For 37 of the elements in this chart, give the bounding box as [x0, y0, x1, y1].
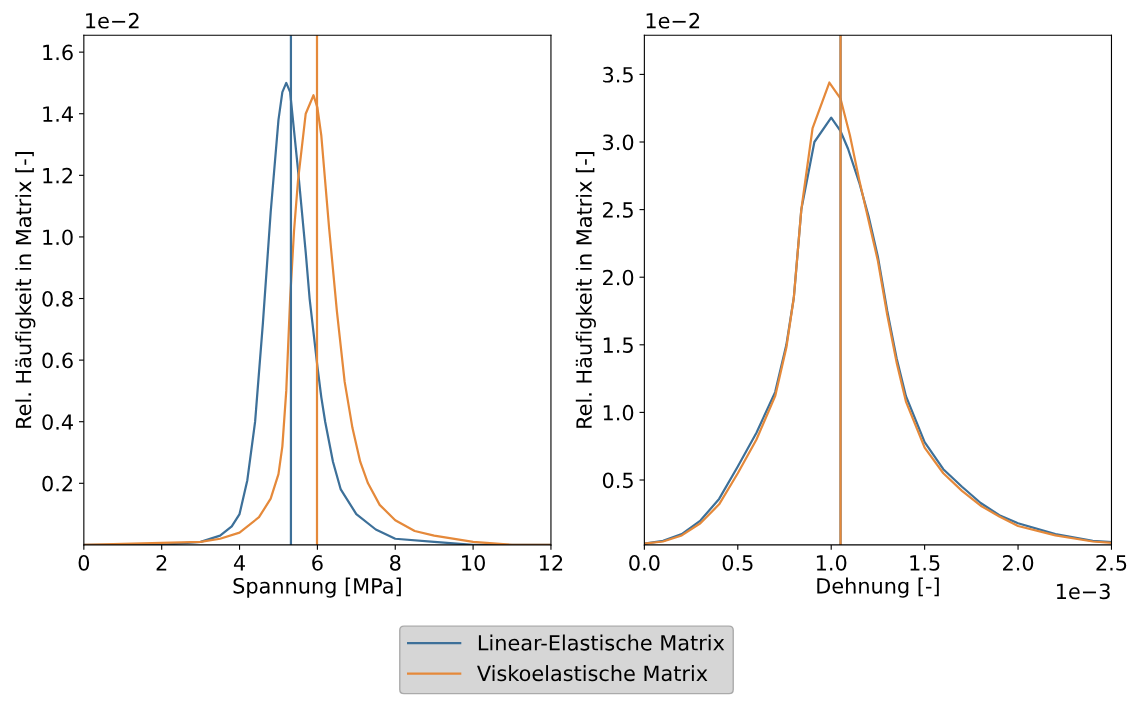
- y-tick-label: 0.8: [42, 290, 73, 307]
- y-tick-label: 2.0: [603, 269, 634, 286]
- x-tick-label: 0.0: [629, 554, 660, 571]
- x-tick-label: 10: [462, 554, 485, 571]
- x-tick-label: 0: [78, 554, 90, 571]
- text: 1e−2: [86, 12, 139, 29]
- y-tick-label: 1.5: [603, 337, 633, 354]
- x-axis-title: Spannung [MPa]: [233, 577, 401, 598]
- y-tick-label: 1.0: [603, 404, 634, 421]
- legend-label: Viskoelastische Matrix: [477, 665, 708, 682]
- x-tick-label: 2.5: [1096, 554, 1127, 571]
- y-tick-label: 1.0: [43, 229, 73, 246]
- x-tick-label: 12: [539, 554, 563, 571]
- x-tick-label: 2.0: [1003, 554, 1034, 571]
- y-axis-title: Rel. Häufigkeit in Matrix [-]: [15, 152, 36, 428]
- x-axis-title: Dehnung [-]: [817, 577, 939, 598]
- x-tick-label: 8: [390, 554, 401, 571]
- x-tick-label: 0.5: [722, 554, 753, 571]
- legend-label: Linear-Elastische Matrix: [478, 634, 725, 651]
- y-tick-label: 1.4: [43, 106, 73, 122]
- x-tick-label: 1.0: [816, 554, 847, 571]
- y-tick-label: 2.5: [603, 202, 633, 218]
- text: 1e−2: [646, 12, 700, 29]
- y-tick-label: 1.2: [43, 167, 73, 184]
- x-tick-label: 6: [312, 554, 323, 571]
- x-tick-label: 4: [233, 555, 245, 571]
- y-tick-label: 3.5: [603, 66, 633, 83]
- y-axis-title: Rel. Häufigkeit in Matrix [-]: [575, 152, 596, 428]
- y-tick-label: 0.4: [42, 414, 73, 430]
- text: 1e−3: [1056, 583, 1110, 600]
- x-tick-label: 1.5: [910, 555, 940, 571]
- y-tick-label: 0.5: [602, 472, 633, 489]
- y-tick-label: 0.2: [42, 475, 73, 492]
- y-tick-label: 0.6: [42, 352, 73, 369]
- y-tick-label: 3.0: [603, 134, 634, 151]
- y-tick-label: 1.6: [43, 44, 73, 61]
- x-tick-label: 2: [156, 554, 167, 571]
